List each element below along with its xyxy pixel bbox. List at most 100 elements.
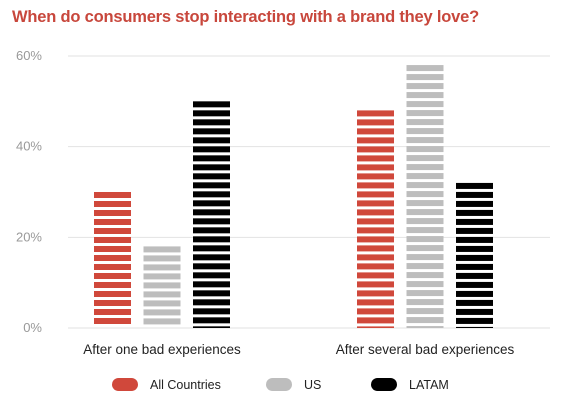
bar-segment <box>193 101 230 108</box>
bar-segment <box>357 119 394 126</box>
bar-segment <box>456 263 493 270</box>
bar-segment <box>406 317 444 324</box>
bar-segment <box>406 227 444 234</box>
bar-segment <box>456 200 493 207</box>
y-axis-ticks: 0% 20% 40% 60% <box>16 48 42 335</box>
bar-segment <box>357 110 394 117</box>
bar-segment <box>94 219 131 225</box>
bar-segment <box>94 237 131 243</box>
legend-swatch <box>266 378 292 391</box>
bar-segment <box>357 245 394 252</box>
bar-segment <box>406 299 444 306</box>
bar-segment <box>456 317 493 324</box>
bar-segment <box>193 191 230 198</box>
bar-segment <box>456 245 493 252</box>
bar-segment <box>193 119 230 126</box>
bar-segment <box>193 263 230 270</box>
bar-segment <box>357 263 394 270</box>
bar-segment <box>357 155 394 162</box>
bar-segment <box>406 254 444 261</box>
bar-segment <box>406 146 444 153</box>
bar-segment <box>406 119 444 126</box>
bar-segment <box>357 182 394 189</box>
bar-segment <box>406 137 444 144</box>
bar-segment <box>406 245 444 252</box>
bar <box>456 182 493 328</box>
bar-segment <box>143 282 181 289</box>
bar-segment <box>406 308 444 315</box>
legend-label: All Countries <box>150 378 221 392</box>
bar-segment <box>193 218 230 225</box>
bar-segment <box>357 191 394 198</box>
bar-segment <box>193 227 230 234</box>
bar-segment <box>193 182 230 189</box>
bar-segment <box>357 254 394 261</box>
bar-segment <box>193 272 230 279</box>
bar-segment <box>94 246 131 252</box>
bar-segment <box>357 146 394 153</box>
bar-segment <box>193 281 230 288</box>
bar-segment <box>143 309 181 316</box>
bar-segment <box>406 74 444 81</box>
bar <box>406 65 444 328</box>
bar-segment <box>406 200 444 207</box>
bar-segment <box>193 146 230 153</box>
bar-segment <box>143 246 181 253</box>
bar-segment <box>193 155 230 162</box>
bar-segment <box>406 191 444 198</box>
category-label: After several bad experiences <box>336 342 515 357</box>
bar-segment <box>193 308 230 315</box>
bar-segment <box>94 282 131 288</box>
bar-segment <box>406 326 444 328</box>
bar-segment <box>406 173 444 180</box>
bar-segment <box>193 326 230 328</box>
bar-segment <box>94 192 131 198</box>
bar-segment <box>406 263 444 270</box>
bar-segment <box>94 255 131 261</box>
bar-segment <box>193 173 230 180</box>
bar-segment <box>94 291 131 297</box>
bar-segment <box>94 228 131 234</box>
bar <box>193 101 230 328</box>
bar-segment <box>193 290 230 297</box>
bar-segment <box>406 65 444 72</box>
bars <box>94 65 493 328</box>
bar-segment <box>143 300 181 307</box>
legend-swatch <box>112 378 138 391</box>
bar-segment <box>406 83 444 90</box>
bar-segment <box>406 182 444 189</box>
bar-segment <box>357 299 394 306</box>
bar-segment <box>456 218 493 225</box>
bar-segment <box>193 317 230 324</box>
bar-segment <box>357 218 394 225</box>
bar-segment <box>406 281 444 288</box>
bar-segment <box>456 236 493 243</box>
bar-segment <box>357 137 394 144</box>
bar-segment <box>357 227 394 234</box>
bar-segment <box>357 200 394 207</box>
bar-segment <box>193 164 230 171</box>
bar-segment <box>193 137 230 144</box>
bar-segment <box>94 300 131 306</box>
bar-segment <box>94 264 131 270</box>
bar-segment <box>143 255 181 262</box>
legend-swatch <box>371 378 397 391</box>
bar-segment <box>193 110 230 117</box>
bar-segment <box>94 309 131 315</box>
x-axis-categories: After one bad experiences After several b… <box>83 342 514 357</box>
bar-segment <box>406 218 444 225</box>
bar <box>94 192 131 324</box>
bar-segment <box>406 272 444 279</box>
bar-segment <box>143 291 181 298</box>
bar-segment <box>357 317 394 324</box>
bar-segment <box>193 236 230 243</box>
bar-segment <box>357 281 394 288</box>
bar-segment <box>456 290 493 297</box>
y-tick-label: 40% <box>16 139 42 154</box>
bar-segment <box>94 201 131 207</box>
bar-segment <box>193 200 230 207</box>
bar-segment <box>456 254 493 261</box>
y-tick-label: 0% <box>23 320 42 335</box>
bar-segment <box>193 128 230 135</box>
legend: All Countries US LATAM <box>112 378 449 392</box>
